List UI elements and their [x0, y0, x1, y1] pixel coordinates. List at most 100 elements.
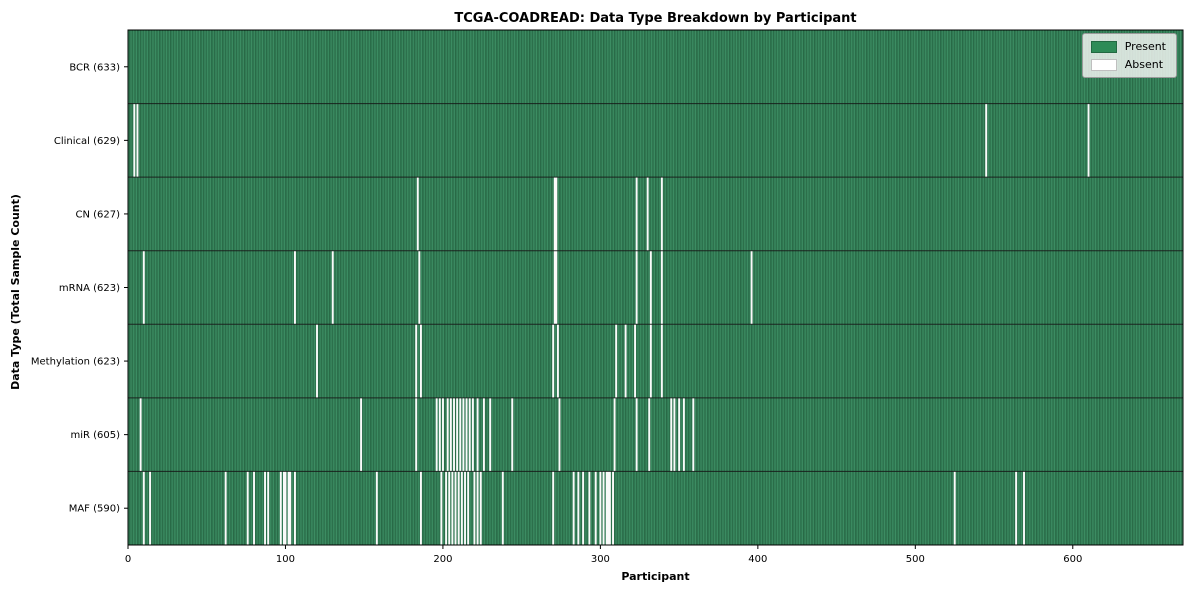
absent-mark [572, 471, 575, 545]
x-tick-label-0: 0 [125, 554, 131, 565]
absent-mark [453, 397, 455, 472]
absent-mark [634, 324, 637, 398]
absent-mark [476, 471, 479, 545]
absent-mark [454, 471, 457, 545]
absent-mark [615, 324, 618, 398]
absent-mark [660, 250, 663, 325]
gaps-layer [133, 103, 1090, 545]
x-tick-label-300: 300 [591, 554, 610, 565]
legend-entry-absent: Absent [1090, 58, 1166, 71]
absent-mark [602, 471, 605, 545]
absent-mark [471, 397, 474, 472]
absent-mark [451, 471, 454, 545]
absent-mark [459, 397, 462, 472]
absent-mark [552, 324, 555, 398]
row-MAF-absent [142, 471, 1025, 545]
absent-mark [635, 177, 638, 251]
row-mRNA-absent [142, 250, 753, 325]
y-tick-label-miR: miR (605) [70, 430, 120, 441]
absent-mark [673, 397, 676, 472]
absent-mark [660, 324, 663, 398]
x-tick-label-200: 200 [433, 554, 452, 565]
absent-mark [612, 471, 614, 545]
absent-mark [375, 471, 378, 545]
y-tick-label-mRNA: mRNA (623) [59, 283, 120, 294]
absent-mark [553, 250, 556, 325]
absent-mark [588, 471, 591, 545]
row-Methylation-absent [316, 324, 663, 398]
absent-mark [467, 471, 470, 545]
absent-mark [267, 471, 270, 545]
absent-mark [456, 397, 459, 472]
absent-mark [635, 250, 638, 325]
absent-mark [682, 397, 685, 472]
legend-swatch-present-icon [1090, 40, 1117, 53]
absent-mark [142, 471, 145, 545]
absent-mark [331, 250, 334, 325]
absent-mark [282, 471, 285, 545]
absent-mark [136, 103, 139, 178]
absent-mark [953, 471, 956, 545]
absent-mark [750, 250, 753, 325]
absent-mark [253, 471, 255, 545]
absent-mark [415, 324, 418, 398]
absent-mark [294, 471, 296, 545]
absent-mark [289, 471, 292, 545]
absent-mark [624, 324, 627, 398]
x-tick-label-600: 600 [1063, 554, 1082, 565]
absent-mark [594, 471, 597, 545]
absent-mark [457, 471, 460, 545]
absent-mark [501, 471, 504, 545]
absent-mark [608, 471, 611, 545]
chart-title: TCGA-COADREAD: Data Type Breakdown by Pa… [454, 11, 857, 26]
absent-mark [582, 471, 585, 545]
x-tick-label-400: 400 [748, 554, 767, 565]
y-tick-label-BCR: BCR (633) [69, 62, 120, 73]
absent-mark [139, 397, 142, 472]
absent-mark [264, 471, 266, 545]
row-Clinical [128, 103, 1183, 178]
y-tick-label-CN: CN (627) [75, 209, 120, 220]
absent-mark [678, 397, 681, 472]
absent-mark [462, 397, 465, 472]
absent-mark [646, 177, 649, 251]
absent-mark [607, 471, 610, 545]
row-MAF [128, 471, 1183, 545]
absent-mark [489, 397, 492, 472]
absent-mark [1087, 103, 1090, 178]
absent-mark [294, 250, 296, 325]
legend-swatch-absent-icon [1090, 58, 1117, 71]
absent-mark [279, 471, 282, 545]
absent-mark [660, 177, 663, 251]
absent-mark [476, 397, 479, 472]
absent-mark [553, 177, 556, 251]
absent-mark [224, 471, 227, 545]
row-miR [128, 397, 1183, 472]
y-tick-label-MAF: MAF (590) [69, 504, 120, 515]
absent-mark [418, 250, 421, 325]
absent-mark [1015, 471, 1018, 545]
absent-mark [670, 397, 673, 472]
absent-mark [442, 397, 444, 472]
legend-label-absent: Absent [1124, 58, 1164, 71]
absent-mark [985, 103, 988, 178]
absent-mark [635, 397, 638, 472]
absent-mark [555, 177, 558, 251]
x-tick-label-100: 100 [276, 554, 295, 565]
absent-mark [419, 324, 422, 398]
absent-mark [415, 397, 418, 472]
absent-mark [445, 471, 448, 545]
absent-mark [468, 397, 471, 472]
y-tick-label-Clinical: Clinical (629) [54, 136, 120, 147]
absent-mark [142, 250, 145, 325]
absent-mark [556, 324, 559, 398]
absent-mark [316, 324, 318, 398]
row-miR-absent [139, 397, 695, 472]
absent-mark [605, 471, 608, 545]
axes-layer: BCR (633) Clinical (629) CN (627) mRNA (623… [31, 29, 1184, 565]
absent-mark [287, 471, 290, 545]
absent-mark [460, 471, 463, 545]
absent-mark [149, 471, 152, 545]
